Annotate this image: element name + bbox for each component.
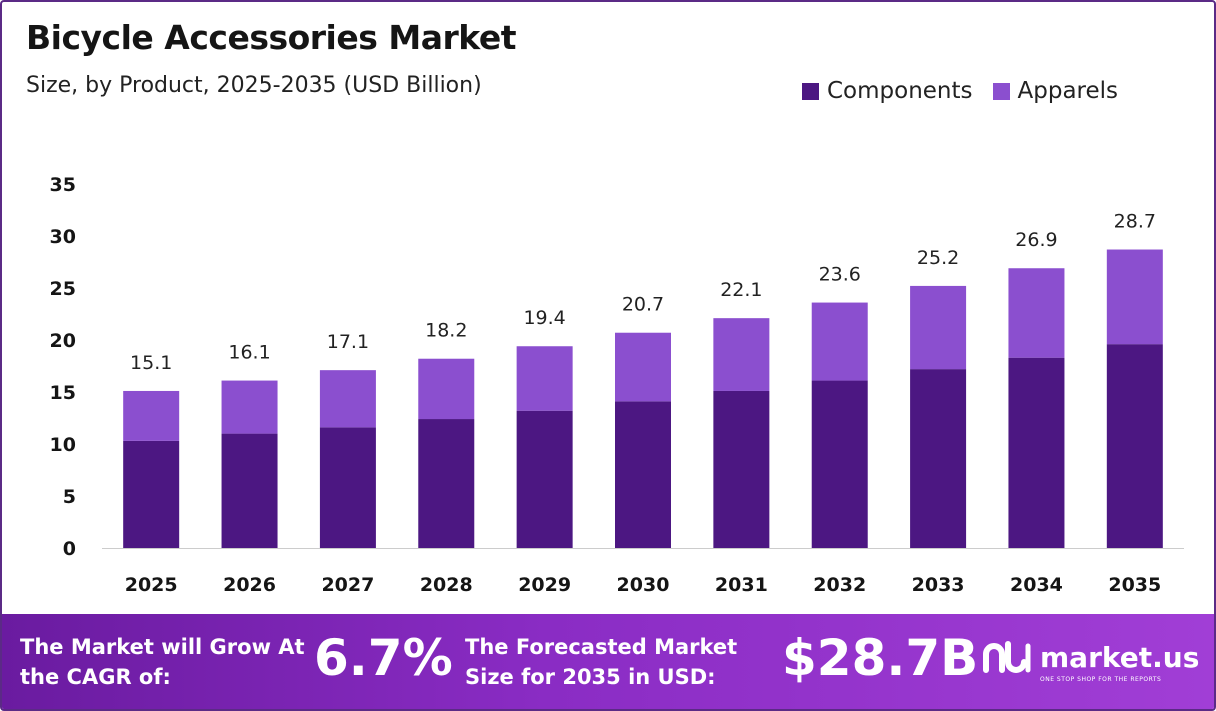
- x-tick-label: 2025: [125, 574, 178, 596]
- y-tick-label: 5: [63, 486, 76, 508]
- data-label-total: 28.7: [1114, 211, 1156, 233]
- y-tick-label: 25: [50, 278, 76, 300]
- data-label-total: 25.2: [917, 247, 959, 269]
- bar-components-2025: [123, 440, 180, 548]
- bar-components-2032: [811, 380, 868, 548]
- bar-apparels-2029: [516, 346, 573, 411]
- bar-apparels-2025: [123, 390, 180, 441]
- y-tick-label: 0: [63, 538, 76, 560]
- footer-banner: The Market will Grow At the CAGR of: 6.7…: [2, 614, 1214, 709]
- y-tick-label: 20: [50, 330, 76, 352]
- chart-title: Bicycle Accessories Market: [26, 18, 516, 57]
- y-tick-label: 10: [50, 434, 76, 456]
- bar-apparels-2032: [811, 302, 868, 381]
- legend-swatch-apparels: [992, 82, 1010, 100]
- x-tick-label: 2028: [420, 574, 473, 596]
- data-label-total: 16.1: [228, 342, 270, 364]
- legend-label-apparels: Apparels: [1017, 78, 1119, 104]
- bar-apparels-2027: [319, 370, 376, 428]
- bar-components-2035: [1106, 344, 1163, 548]
- data-label-total: 26.9: [1015, 229, 1057, 251]
- y-tick-label: 15: [50, 382, 76, 404]
- forecast-size-value: $28.7B: [782, 629, 979, 687]
- y-tick-label: 30: [50, 226, 76, 248]
- x-tick-label: 2027: [321, 574, 374, 596]
- bar-apparels-2030: [615, 332, 671, 402]
- bar-apparels-2035: [1106, 249, 1163, 345]
- x-tick-label: 2034: [1010, 574, 1063, 596]
- forecast-size-label: The Forecasted Market Size for 2035 in U…: [465, 635, 738, 689]
- x-tick-label: 2031: [715, 574, 768, 596]
- bar-apparels-2034: [1008, 268, 1065, 358]
- bar-components-2031: [713, 390, 770, 548]
- cagr-label: The Market will Grow At the CAGR of:: [20, 635, 305, 689]
- bar-components-2028: [418, 419, 475, 548]
- x-tick-label: 2026: [223, 574, 276, 596]
- bar-components-2033: [910, 369, 967, 548]
- x-tick-label: 2033: [912, 574, 965, 596]
- bar-apparels-2028: [418, 358, 475, 420]
- brand-tagline: ONE STOP SHOP FOR THE REPORTS: [1040, 676, 1162, 683]
- x-tick-label: 2030: [617, 574, 670, 596]
- data-label-total: 17.1: [327, 331, 369, 353]
- x-tick-label: 2029: [518, 574, 571, 596]
- legend-item-apparels: Apparels: [992, 78, 1119, 104]
- brand-name: market.us: [1040, 640, 1200, 674]
- legend-item-components: Components: [802, 78, 973, 104]
- brand-logo: market.us ONE STOP SHOP FOR THE REPORTS: [982, 640, 1200, 683]
- data-label-total: 15.1: [130, 352, 172, 374]
- bar-apparels-2026: [221, 380, 278, 434]
- legend-swatch-components: [802, 82, 819, 100]
- data-label-total: 18.2: [425, 320, 467, 342]
- bar-components-2026: [221, 433, 278, 548]
- cagr-value: 6.7%: [314, 629, 453, 687]
- x-tick-label: 2032: [813, 574, 866, 596]
- data-label-total: 20.7: [622, 294, 664, 316]
- bar-apparels-2031: [713, 318, 770, 391]
- bar-apparels-2033: [910, 285, 967, 370]
- chart-subtitle: Size, by Product, 2025-2035 (USD Billion…: [26, 73, 482, 98]
- bar-components-2030: [615, 401, 671, 548]
- legend-label-components: Components: [827, 78, 973, 104]
- legend: Components Apparels: [802, 78, 1138, 104]
- data-label-total: 19.4: [523, 307, 565, 329]
- bar-components-2029: [516, 410, 573, 548]
- x-tick-label: 2035: [1108, 574, 1161, 596]
- bar-components-2034: [1008, 357, 1065, 548]
- data-label-total: 23.6: [819, 264, 861, 286]
- bar-chart: 0510152025303515.1202516.1202617.1202718…: [50, 174, 1184, 596]
- market-us-logo-icon: [983, 641, 1031, 673]
- y-tick-label: 35: [50, 174, 76, 196]
- data-label-total: 22.1: [720, 279, 762, 301]
- bar-components-2027: [319, 427, 376, 548]
